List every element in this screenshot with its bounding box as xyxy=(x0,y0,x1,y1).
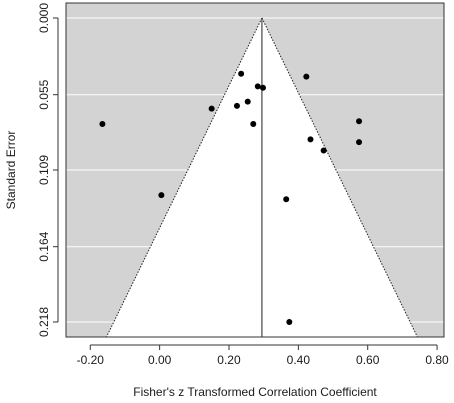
data-point xyxy=(233,102,240,109)
y-tick-label: 0.164 xyxy=(37,231,51,261)
data-point xyxy=(244,98,251,105)
data-point xyxy=(307,136,314,143)
data-point xyxy=(238,70,245,77)
plot-frame xyxy=(65,2,445,338)
funnel-right-boundary xyxy=(261,17,418,338)
y-tick-label: 0.055 xyxy=(37,79,51,109)
data-point xyxy=(283,196,290,203)
x-tick-label: 0.00 xyxy=(148,353,172,367)
y-tick-label: 0.218 xyxy=(37,307,51,337)
y-axis-title: Standard Error xyxy=(4,131,18,210)
x-tick-label: 0.40 xyxy=(287,353,311,367)
x-tick-label: 0.20 xyxy=(217,353,241,367)
x-axis-title: Fisher's z Transformed Correlation Coeff… xyxy=(133,385,377,399)
data-points xyxy=(99,70,363,325)
data-point xyxy=(320,147,327,154)
y-tick-label: 0.109 xyxy=(37,155,51,185)
data-point xyxy=(99,120,106,127)
data-point xyxy=(356,118,363,125)
x-tick-label: -0.20 xyxy=(77,353,105,367)
x-tick-label: 0.60 xyxy=(356,353,380,367)
data-point xyxy=(259,84,266,91)
funnel-left-boundary xyxy=(105,17,263,338)
data-point xyxy=(286,319,293,325)
x-axis: -0.20 0.00 0.20 0.40 0.60 0.80 xyxy=(77,344,449,367)
data-point xyxy=(158,192,165,199)
data-point xyxy=(356,139,363,146)
y-axis: 0.000 0.055 0.109 0.164 0.218 xyxy=(37,3,59,337)
x-tick-label: 0.80 xyxy=(425,353,449,367)
data-point xyxy=(254,83,261,90)
y-tick-label: 0.000 xyxy=(37,3,51,33)
data-point xyxy=(250,120,257,127)
data-point xyxy=(303,73,310,80)
data-point xyxy=(208,105,215,112)
